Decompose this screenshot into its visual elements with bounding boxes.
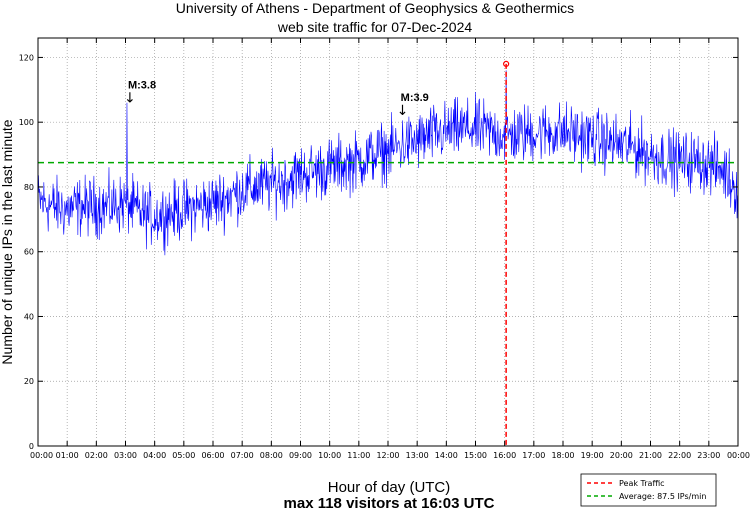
x-tick-label: 10:00 <box>318 451 341 460</box>
down-arrow-icon: ↓ <box>124 90 136 106</box>
chart-title: University of Athens - Department of Geo… <box>176 0 574 16</box>
y-tick-label: 80 <box>24 183 34 192</box>
x-tick-label: 08:00 <box>260 451 283 460</box>
x-tick-label: 14:00 <box>435 451 458 460</box>
x-tick-label: 15:00 <box>464 451 487 460</box>
x-tick-label: 00:00 <box>727 451 750 460</box>
x-tick-label: 01:00 <box>56 451 79 460</box>
x-tick-label: 17:00 <box>522 451 545 460</box>
y-tick-label: 20 <box>24 377 34 386</box>
x-tick-label: 21:00 <box>639 451 662 460</box>
earthquake-label: M:3.8 <box>128 79 156 91</box>
x-tick-label: 07:00 <box>231 451 254 460</box>
x-tick-label: 06:00 <box>201 451 224 460</box>
earthquake-label: M:3.9 <box>401 92 429 104</box>
legend-label: Average: 87.5 IPs/min <box>619 492 706 501</box>
x-tick-label: 20:00 <box>610 451 633 460</box>
down-arrow-icon: ↓ <box>397 103 409 119</box>
y-tick-label: 100 <box>19 118 34 127</box>
x-tick-label: 16:00 <box>493 451 516 460</box>
x-tick-label: 19:00 <box>581 451 604 460</box>
x-axis-label: Hour of day (UTC) <box>328 479 451 496</box>
y-tick-label: 0 <box>29 442 34 451</box>
y-tick-label: 60 <box>24 248 34 257</box>
x-tick-label: 13:00 <box>406 451 429 460</box>
y-tick-label: 120 <box>19 53 34 62</box>
peak-marker <box>503 60 510 68</box>
chart-subtitle: web site traffic for 07-Dec-2024 <box>277 19 472 35</box>
x-tick-label: 03:00 <box>114 451 137 460</box>
chart-footer: max 118 visitors at 16:03 UTC <box>284 495 495 511</box>
legend-box <box>580 473 717 507</box>
x-tick-label: 09:00 <box>289 451 312 460</box>
legend: Peak Traffic Average: 87.5 IPs/min <box>580 473 717 507</box>
legend-label: Peak Traffic <box>619 479 665 488</box>
traffic-series-line <box>37 70 739 256</box>
x-tick-label: 02:00 <box>85 451 108 460</box>
y-axis-label: Number of unique IPs in the last minute <box>0 119 15 364</box>
x-tick-label: 23:00 <box>697 451 720 460</box>
y-tick-label: 40 <box>24 312 34 321</box>
x-tick-label: 05:00 <box>172 451 195 460</box>
x-tick-label: 12:00 <box>376 451 399 460</box>
x-tick-label: 18:00 <box>551 451 574 460</box>
x-tick-label: 22:00 <box>668 451 691 460</box>
x-tick-label: 11:00 <box>347 451 370 460</box>
x-tick-label: 04:00 <box>143 451 166 460</box>
x-tick-label: 00:00 <box>30 451 53 460</box>
